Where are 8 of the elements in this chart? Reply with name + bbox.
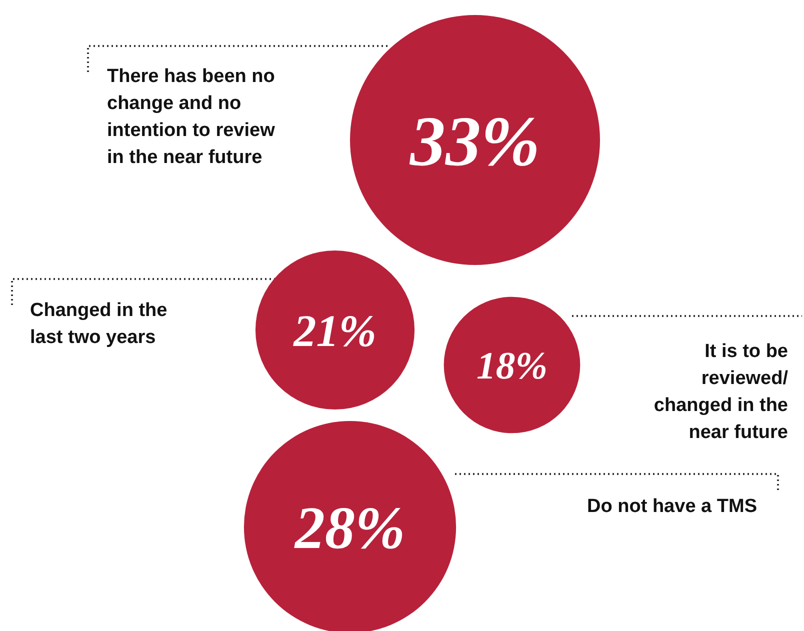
category-label: It is to be reviewed/ changed in the near future xyxy=(654,341,789,443)
category-label: There has been no change and no intention to review in the near future xyxy=(107,66,276,168)
category-label: Changed in the last two years xyxy=(30,300,168,348)
data-label: 21% xyxy=(292,306,376,356)
data-label: 18% xyxy=(476,346,548,388)
category-label: Do not have a TMS xyxy=(587,496,757,517)
data-label: 28% xyxy=(294,495,406,562)
data-label: 33% xyxy=(408,102,540,181)
